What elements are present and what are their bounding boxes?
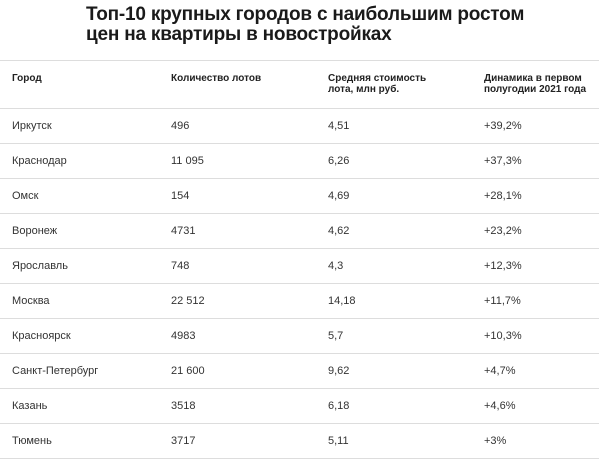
cell-lots: 748 [171, 260, 190, 272]
cell-city: Санкт-Петербург [12, 365, 99, 377]
table-row: Омск 154 4,69 +28,1% [0, 179, 599, 214]
cell-lots: 11 095 [171, 155, 204, 167]
cell-dynamics: +23,2% [484, 225, 522, 237]
cell-lots: 154 [171, 190, 190, 202]
cell-dynamics: +37,3% [484, 155, 522, 167]
cell-avg-price: 4,62 [328, 225, 350, 237]
cell-dynamics: +4,6% [484, 400, 516, 412]
cell-city: Омск [12, 190, 39, 202]
table-row: Казань 3518 6,18 +4,6% [0, 389, 599, 424]
cell-dynamics: +10,3% [484, 330, 522, 342]
table-row: Москва 22 512 14,18 +11,7% [0, 284, 599, 319]
cell-avg-price: 4,51 [328, 120, 350, 132]
cell-lots: 21 600 [171, 365, 205, 377]
cell-city: Красноярск [12, 330, 71, 342]
cell-avg-price: 5,7 [328, 330, 344, 342]
cell-dynamics: +11,7% [484, 295, 521, 307]
cell-avg-price: 6,18 [328, 400, 350, 412]
cell-lots: 4731 [171, 225, 196, 237]
table-title: Топ-10 крупных городов с наибольшим рост… [86, 4, 525, 45]
cell-avg-price: 5,11 [328, 435, 349, 447]
table-row: Санкт-Петербург 21 600 9,62 +4,7% [0, 354, 599, 389]
cell-dynamics: +28,1% [484, 190, 522, 202]
table-row: Ярославль 748 4,3 +12,3% [0, 249, 599, 284]
table-row: Иркутск 496 4,51 +39,2% [0, 109, 599, 144]
table-row: Тюмень 3717 5,11 +3% [0, 424, 599, 459]
cell-city: Москва [12, 295, 50, 307]
header-lots: Количество лотов [171, 73, 262, 84]
header-avg-price: Средняя стоимость лота, млн руб. [328, 73, 427, 95]
cell-lots: 22 512 [171, 295, 205, 307]
cell-dynamics: +3% [484, 435, 507, 447]
cities-table: Город Количество лотов Средняя стоимость… [0, 60, 599, 459]
cell-dynamics: +39,2% [484, 120, 522, 132]
cell-avg-price: 4,3 [328, 260, 344, 272]
cell-city: Иркутск [12, 120, 52, 132]
cell-lots: 496 [171, 120, 190, 132]
header-city: Город [12, 73, 42, 84]
cell-city: Тюмень [12, 435, 52, 447]
table-header-row: Город Количество лотов Средняя стоимость… [0, 61, 599, 109]
cell-avg-price: 6,26 [328, 155, 350, 167]
table-row: Воронеж 4731 4,62 +23,2% [0, 214, 599, 249]
cell-avg-price: 9,62 [328, 365, 350, 377]
cell-city: Ярославль [12, 260, 68, 272]
header-dynamics: Динамика в первом полугодии 2021 года [484, 73, 587, 95]
cell-city: Воронеж [12, 225, 58, 237]
cell-lots: 4983 [171, 330, 196, 342]
cell-dynamics: +4,7% [484, 365, 516, 377]
cell-lots: 3717 [171, 435, 196, 447]
cell-dynamics: +12,3% [484, 260, 522, 272]
cell-city: Казань [12, 400, 48, 412]
table-row: Краснодар 11 095 6,26 +37,3% [0, 144, 599, 179]
cell-avg-price: 14,18 [328, 295, 356, 307]
cell-avg-price: 4,69 [328, 190, 350, 202]
cell-lots: 3518 [171, 400, 196, 412]
cell-city: Краснодар [12, 155, 67, 167]
table-row: Красноярск 4983 5,7 +10,3% [0, 319, 599, 354]
